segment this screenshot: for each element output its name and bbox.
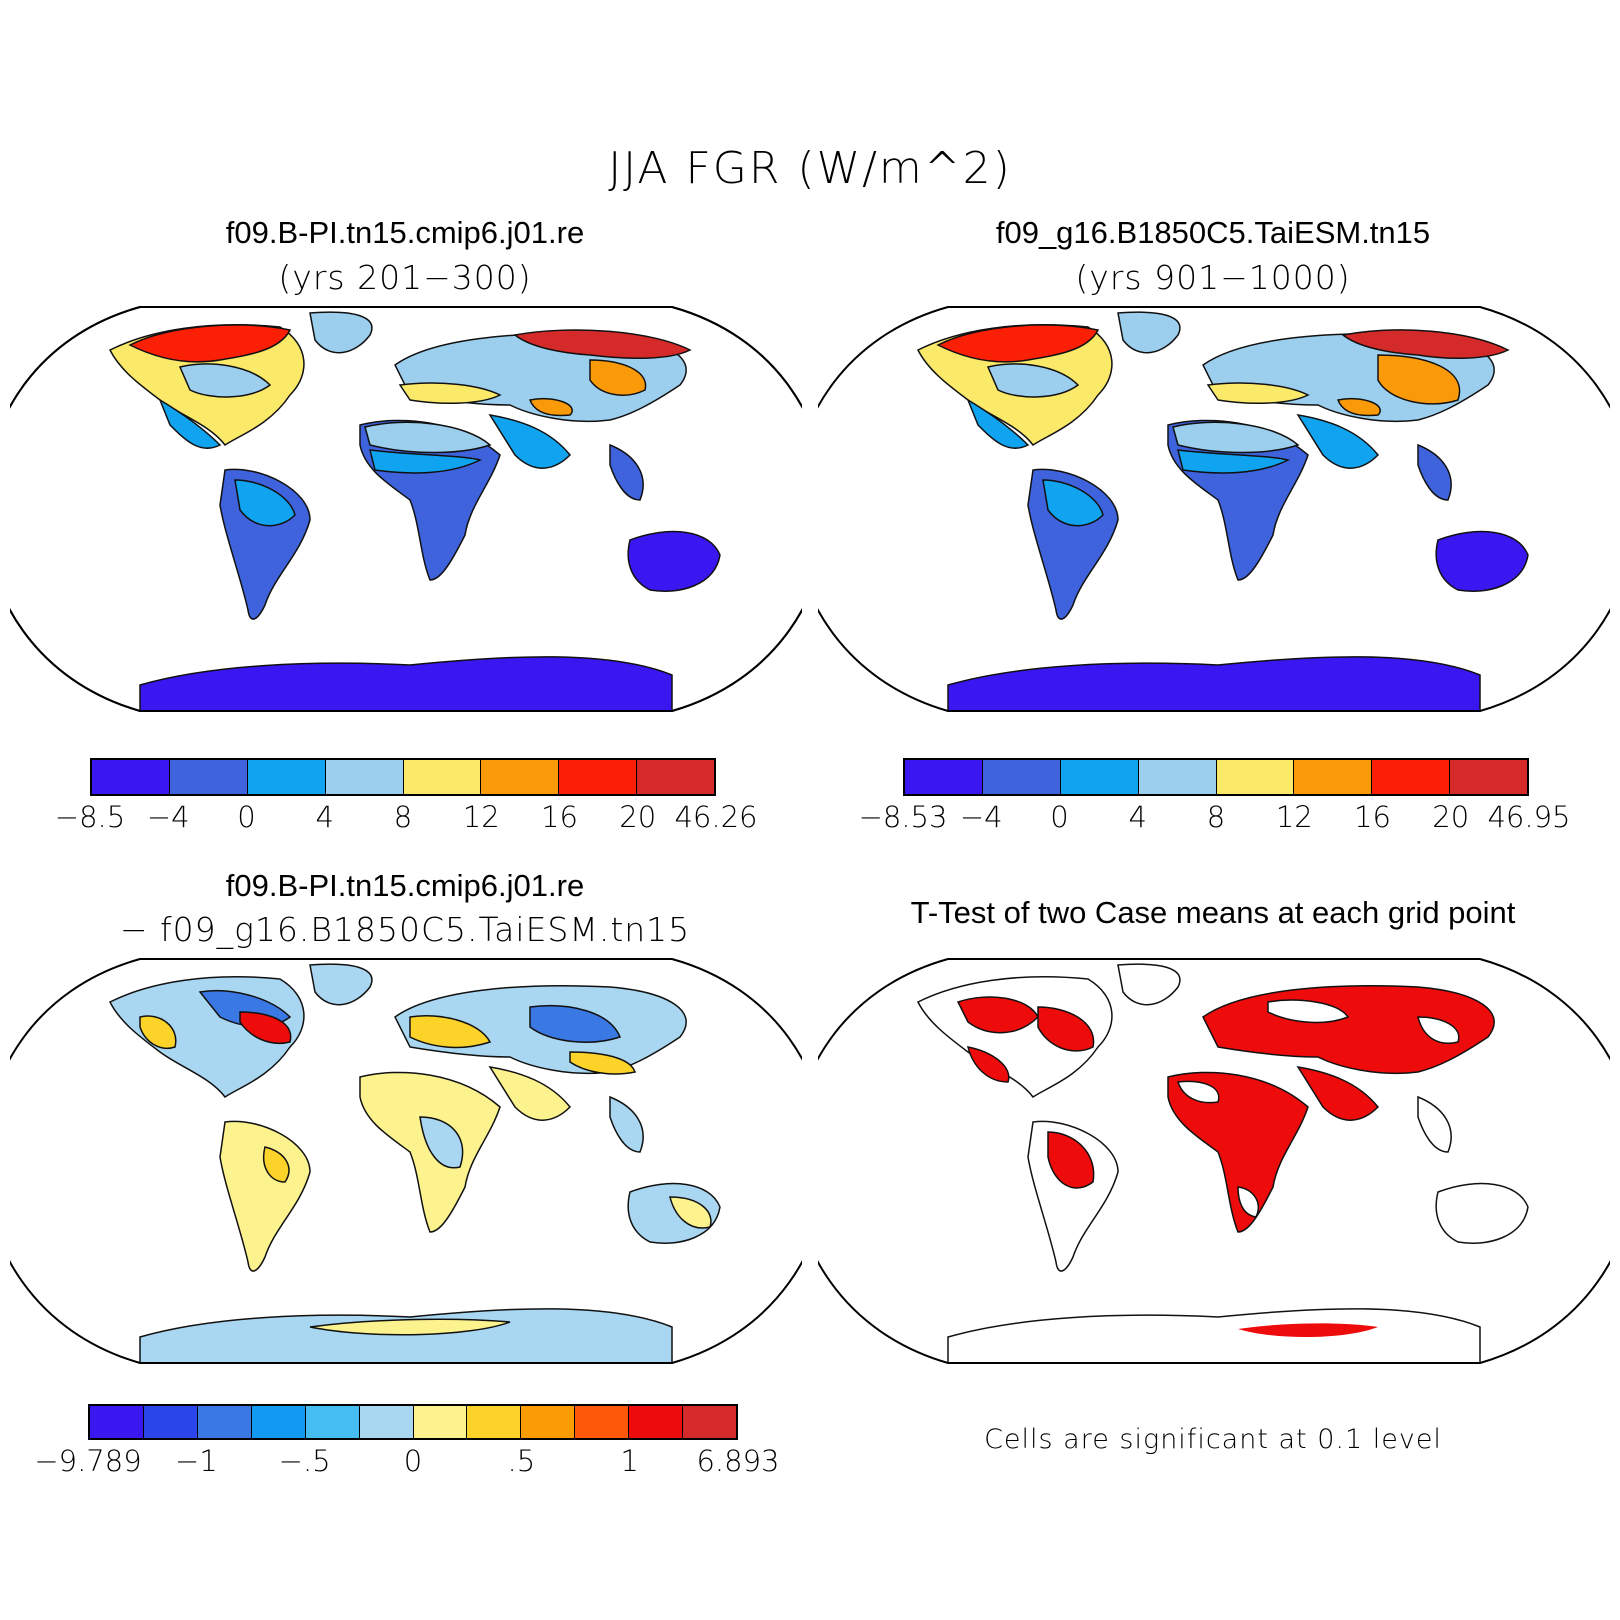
colorbar-2-cell [1138,760,1217,794]
colorbar-1-cell [559,760,638,794]
colorbar-3-label: −.5 [278,1444,331,1478]
panel-3-map [10,958,802,1364]
colorbar-1-cell [169,760,248,794]
colorbar-2-cell [905,760,983,794]
colorbar-1-cell [403,760,482,794]
colorbar-2 [903,758,1529,796]
colorbar-2-labels: −8.53 −4 0 4 8 12 16 20 46.95 [859,800,1571,840]
colorbar-3-cell [143,1406,198,1438]
colorbar-3-label: −1 [174,1444,218,1478]
colorbar-2-label: 12 [1275,800,1313,834]
colorbar-3-label: 6.893 [696,1444,780,1478]
panel-3-title: f09.B-PI.tn15.cmip6.j01.re [225,868,585,903]
colorbar-1-cell [481,760,560,794]
figure-title: JJA FGR (W/m^2) [608,143,1012,194]
colorbar-1-cell [637,760,714,794]
colorbar-1-label: −8.5 [54,800,126,834]
colorbar-3-label: 0 [403,1444,423,1478]
colorbar-2-label: 8 [1206,800,1226,834]
colorbar-3 [88,1404,738,1440]
colorbar-1 [90,758,716,796]
colorbar-1-labels: −8.5 −4 0 4 8 12 16 20 46.26 [55,800,758,840]
colorbar-3-label: −9.789 [34,1444,142,1478]
colorbar-2-cell [1060,760,1139,794]
colorbar-3-cell [90,1406,144,1438]
panel-3-subtitle: − f09_g16.B1850C5.TaiESM.tn15 [119,910,691,949]
colorbar-3-cell [575,1406,630,1438]
significance-note: Cells are significant at 0.1 level [984,1424,1442,1455]
colorbar-2-label: 4 [1128,800,1147,834]
colorbar-1-label: 12 [462,800,500,834]
colorbar-3-cell [683,1406,737,1438]
panel-1-subtitle: (yrs 201−300) [278,258,532,297]
colorbar-1-cell [92,760,170,794]
panel-2-map [818,306,1610,712]
colorbar-3-cell [197,1406,252,1438]
colorbar-2-label: −8.53 [858,800,948,834]
colorbar-1-label: −4 [146,800,190,834]
colorbar-2-cell [982,760,1061,794]
colorbar-2-label: 46.95 [1487,800,1571,834]
colorbar-3-label: .5 [507,1444,536,1478]
colorbar-1-label: 4 [315,800,334,834]
colorbar-2-cell [1372,760,1451,794]
colorbar-1-label: 0 [237,800,256,834]
colorbar-2-label: −4 [959,800,1003,834]
panel-4-title: T-Test of two Case means at each grid po… [910,895,1516,930]
colorbar-2-label: 0 [1050,800,1069,834]
colorbar-3-cell [305,1406,360,1438]
colorbar-2-label: 16 [1354,800,1391,834]
colorbar-1-label: 46.26 [674,800,758,834]
panel-2-title: f09_g16.B1850C5.TaiESM.tn15 [995,215,1431,250]
colorbar-2-cell [1216,760,1295,794]
colorbar-3-cell [413,1406,468,1438]
colorbar-3-cell [359,1406,414,1438]
colorbar-3-cell [521,1406,576,1438]
colorbar-1-cell [325,760,404,794]
colorbar-2-cell [1294,760,1373,794]
panel-1-map [10,306,802,712]
colorbar-3-labels: −9.789 −1 −.5 0 .5 1 6.893 [34,1444,779,1484]
panel-2-subtitle: (yrs 901−1000) [1075,258,1351,297]
colorbar-3-cell [467,1406,522,1438]
panel-4-map [818,958,1610,1364]
colorbar-2-cell [1450,760,1527,794]
panel-1-title: f09.B-PI.tn15.cmip6.j01.re [225,215,585,250]
colorbar-1-label: 20 [619,800,657,834]
colorbar-3-cell [251,1406,306,1438]
colorbar-2-label: 20 [1432,800,1470,834]
colorbar-1-cell [247,760,326,794]
colorbar-3-label: 1 [620,1444,639,1478]
colorbar-1-label: 16 [541,800,578,834]
colorbar-1-label: 8 [393,800,413,834]
colorbar-3-cell [629,1406,684,1438]
